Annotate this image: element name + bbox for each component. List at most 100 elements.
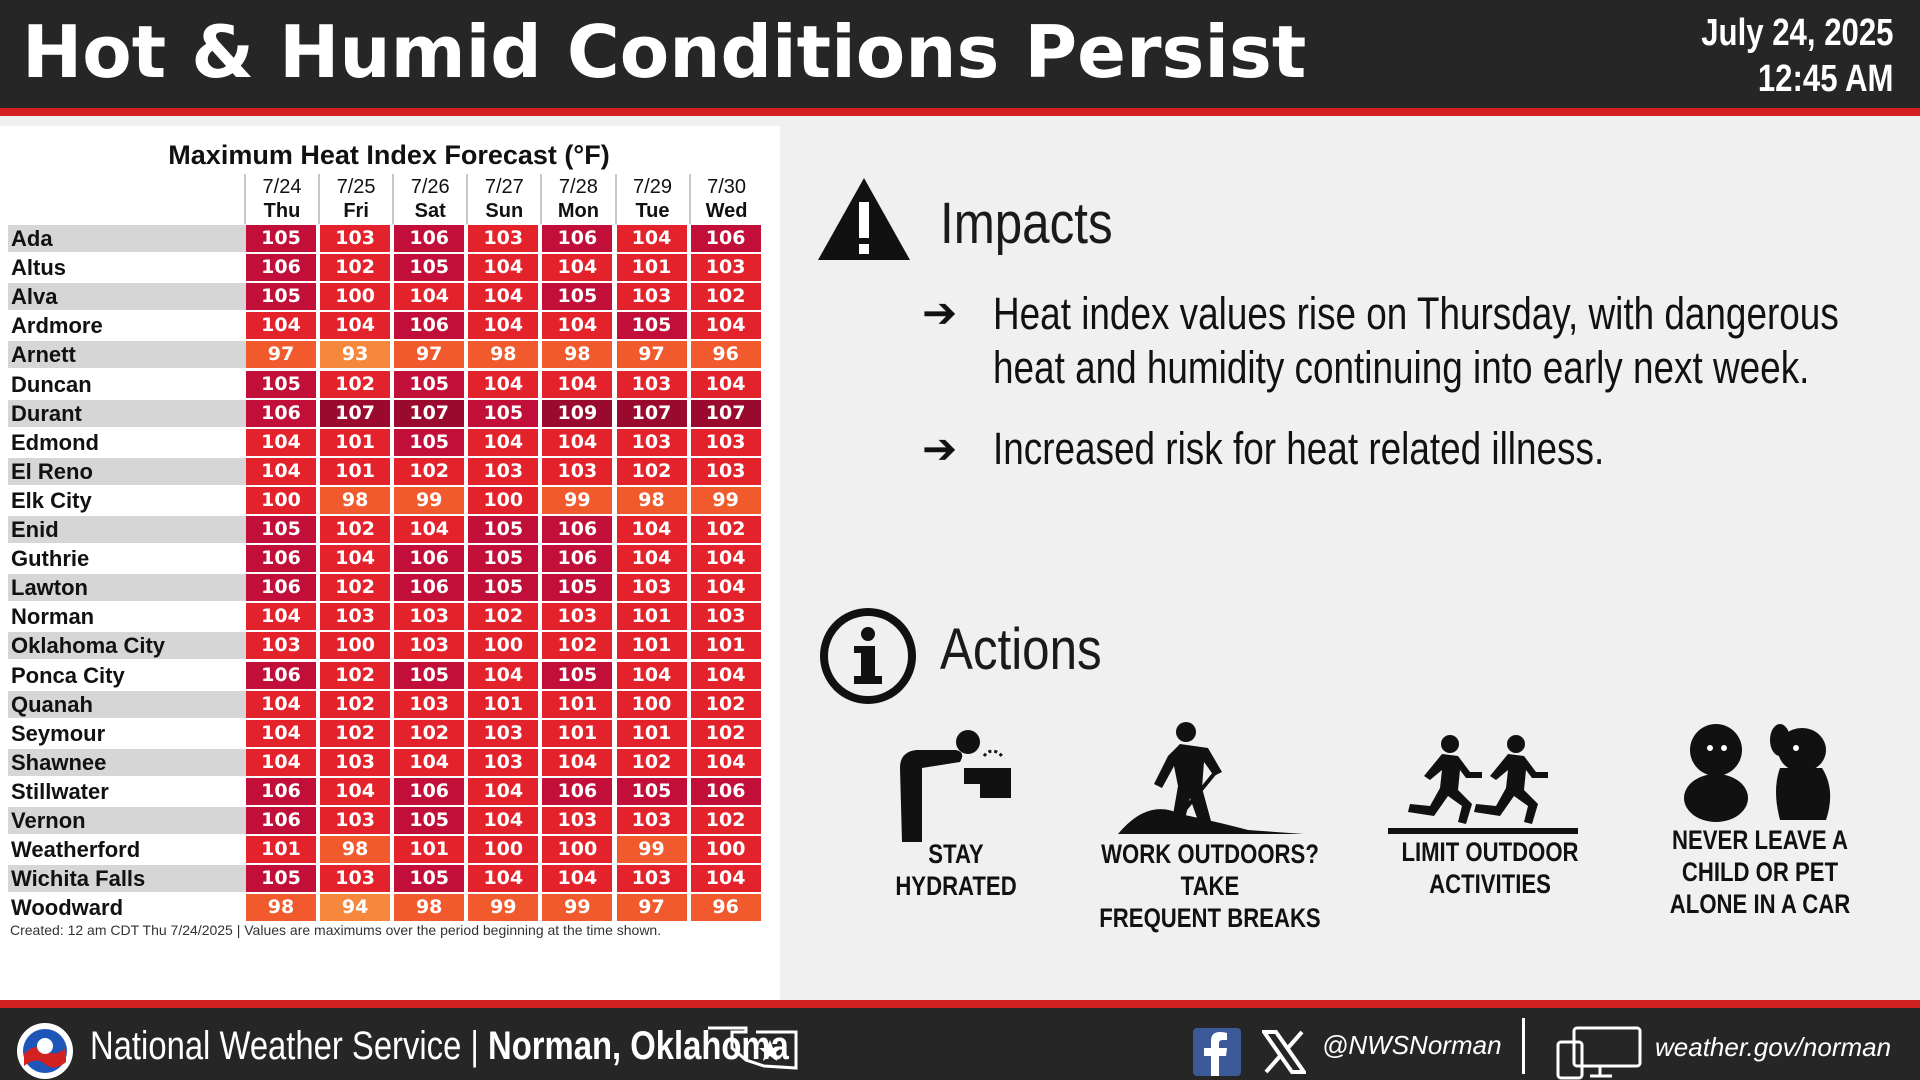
heat-index-cell: 106 (394, 574, 467, 602)
heat-index-cell: 100 (246, 486, 318, 514)
heat-index-cell: 109 (542, 399, 615, 427)
action-take-breaks: WORK OUTDOORS? TAKE FREQUENT BREAKS (1099, 839, 1321, 933)
heat-index-cell: 104 (394, 283, 467, 311)
heat-index-cell: 102 (394, 457, 467, 485)
heat-index-cell: 102 (320, 370, 393, 398)
column-date: 7/27 (484, 176, 524, 198)
website-link[interactable]: weather.gov/norman (1655, 1032, 1892, 1062)
warning-triangle-icon (818, 178, 910, 260)
social-handle[interactable]: @NWSNorman (1322, 1030, 1502, 1060)
heat-index-cell: 97 (616, 341, 689, 369)
heat-index-cell: 104 (468, 283, 541, 311)
heat-index-cell: 103 (320, 748, 393, 776)
heat-index-cell: 103 (542, 603, 615, 631)
heat-index-cell: 104 (690, 661, 763, 689)
heat-index-cell: 103 (320, 807, 393, 835)
heat-index-cell: 101 (394, 836, 467, 864)
heat-index-cell: 102 (690, 283, 763, 311)
heat-index-cell: 104 (690, 370, 763, 398)
heat-index-cell: 105 (246, 283, 318, 311)
heat-index-cell: 102 (690, 807, 763, 835)
heat-index-cell: 106 (246, 777, 318, 805)
heat-index-cell: 106 (394, 225, 467, 253)
heat-index-cell: 98 (320, 486, 393, 514)
oklahoma-outline-icon (708, 1026, 798, 1070)
heat-index-cell: 105 (394, 807, 467, 835)
column-date: 7/30 (707, 176, 747, 198)
heat-index-cell: 104 (394, 516, 467, 544)
heat-index-cell: 103 (616, 865, 689, 893)
issue-time: 12:45 AM (1758, 58, 1894, 100)
heat-index-cell: 106 (246, 661, 318, 689)
column-separator (244, 174, 246, 224)
heat-index-cell: 103 (468, 719, 541, 747)
heat-index-cell: 106 (246, 399, 318, 427)
city-name: Elk City (11, 487, 92, 513)
heat-index-cell: 102 (394, 719, 467, 747)
heat-index-cell: 103 (690, 603, 763, 631)
x-logo-icon[interactable] (1262, 1030, 1306, 1074)
column-day: Sat (414, 200, 446, 222)
heat-index-cell: 100 (542, 836, 615, 864)
heat-index-cell: 104 (394, 748, 467, 776)
heat-index-cell: 98 (616, 486, 689, 514)
heat-index-cell: 101 (320, 457, 393, 485)
action-limit-activities: LIMIT OUTDOOR ACTIVITIES (1401, 837, 1579, 899)
city-name: Weatherford (11, 837, 141, 863)
heat-index-cell: 99 (394, 486, 467, 514)
column-separator (688, 174, 691, 224)
heat-index-cell: 106 (246, 807, 318, 835)
city-name: Woodward (11, 895, 124, 921)
city-name: Ardmore (11, 313, 103, 339)
heat-index-cell: 105 (246, 370, 318, 398)
heat-index-cell: 105 (468, 545, 541, 573)
heat-index-cell: 105 (394, 865, 467, 893)
column-date: 7/26 (410, 176, 450, 198)
column-day: Sun (485, 200, 524, 222)
column-date: 7/29 (633, 176, 672, 198)
heat-index-cell: 96 (690, 341, 763, 369)
heat-index-cell: 104 (468, 428, 541, 456)
heat-index-cell: 98 (320, 836, 393, 864)
heat-index-cell: 105 (394, 661, 467, 689)
heat-index-cell: 103 (542, 457, 615, 485)
heat-index-cell: 97 (394, 341, 467, 369)
table-title: Maximum Heat Index Forecast (°F) (168, 140, 610, 170)
heat-index-cell: 102 (320, 574, 393, 602)
heat-index-cell: 105 (616, 777, 689, 805)
column-date: 7/25 (336, 176, 376, 198)
drinking-fountain-icon (900, 730, 1011, 842)
heat-index-cell: 104 (320, 545, 393, 573)
column-day: Tue (635, 200, 670, 222)
heat-index-cell: 97 (616, 894, 689, 922)
heat-index-cell: 98 (394, 894, 467, 922)
heat-index-cell: 104 (468, 370, 541, 398)
city-name: Alva (8, 283, 248, 311)
heat-index-cell: 106 (542, 516, 615, 544)
nws-logo-icon (17, 1023, 73, 1079)
heat-index-cell: 103 (616, 807, 689, 835)
child-and-pet-icon (1684, 724, 1831, 822)
heat-index-cell: 97 (246, 341, 318, 369)
footer-office: National Weather Service | Norman, Oklah… (90, 1024, 789, 1068)
column-day: Mon (557, 200, 599, 222)
facebook-icon[interactable] (1193, 1028, 1241, 1076)
heat-index-cell: 102 (616, 748, 689, 776)
city-name: Arnett (8, 341, 248, 369)
city-name: Duncan (11, 371, 92, 397)
issue-date: July 24, 2025 (1701, 12, 1894, 54)
heat-index-cell: 101 (320, 428, 393, 456)
heat-index-cell: 102 (690, 516, 763, 544)
heat-index-cell: 101 (616, 254, 689, 282)
heat-index-cell: 105 (394, 254, 467, 282)
heat-index-cell: 103 (394, 603, 467, 631)
heat-index-cell: 105 (542, 661, 615, 689)
heat-index-cell: 105 (542, 574, 615, 602)
heat-index-cell: 104 (246, 748, 318, 776)
heat-index-cell: 104 (246, 690, 318, 718)
city-name: Norman (11, 604, 95, 630)
city-name: Quanah (8, 690, 248, 718)
heat-index-cell: 101 (616, 603, 689, 631)
heat-index-cell: 106 (394, 545, 467, 573)
heat-index-cell: 103 (690, 254, 763, 282)
